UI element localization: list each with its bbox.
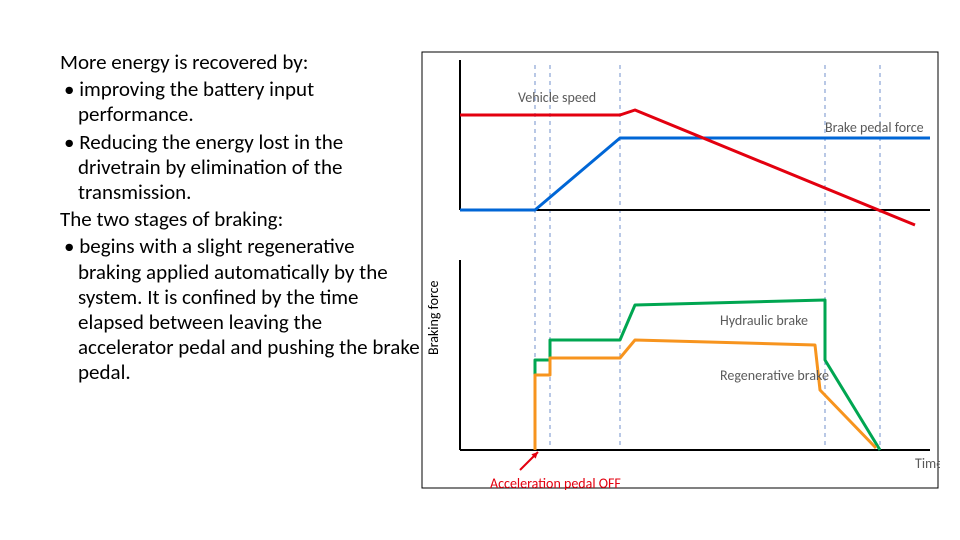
hydraulic-label: Hydraulic brake	[720, 312, 808, 329]
braking-chart: Vehicle speed Brake pedal force Hydraulic …	[420, 50, 940, 490]
bullet-2: • Reducing the energy lost in the drivet…	[60, 130, 420, 206]
y-axis-label: Braking force	[425, 280, 442, 355]
regenerative-label: Regenerative brake	[720, 367, 829, 384]
text-column: More energy is recovered by: • improving…	[60, 50, 420, 490]
slide: More energy is recovered by: • improving…	[0, 0, 960, 540]
brake-pedal-label: Brake pedal force	[825, 119, 924, 136]
bullet-3: • begins with a slight regenerative brak…	[60, 234, 420, 385]
chart-border	[422, 52, 938, 488]
brake-pedal-force-line	[460, 138, 930, 210]
stages-text: The two stages of braking:	[60, 207, 420, 232]
intro-text: More energy is recovered by:	[60, 50, 420, 75]
x-axis-label: Time	[915, 455, 940, 472]
accel-off-label: Acceleration pedal OFF	[490, 475, 621, 490]
bullet-1: • improving the battery input performanc…	[60, 77, 420, 127]
chart-column: Vehicle speed Brake pedal force Hydraulic …	[420, 50, 940, 490]
vehicle-speed-label: Vehicle speed	[518, 89, 596, 106]
